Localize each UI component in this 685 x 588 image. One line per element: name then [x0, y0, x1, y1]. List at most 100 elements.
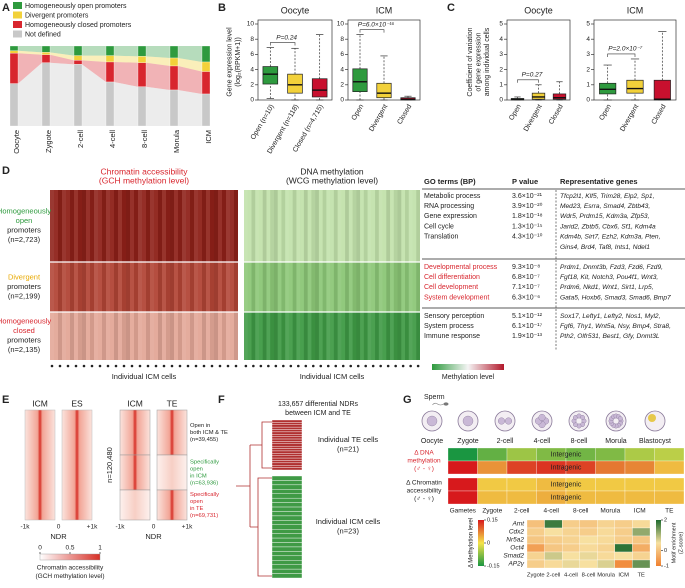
cell-dot	[349, 364, 353, 368]
row-title: accessibility	[407, 488, 442, 495]
box	[352, 68, 368, 92]
heatmap-column	[162, 312, 166, 360]
heatmap-column	[270, 312, 274, 360]
heatmap-column	[226, 262, 230, 312]
heatmap-cell	[632, 559, 651, 569]
heatmap-column	[150, 190, 154, 262]
heatmap-column	[333, 312, 338, 360]
heatmap-column	[341, 312, 346, 360]
row-label: Intergenic	[551, 451, 582, 458]
cell-dot	[274, 364, 278, 368]
column-header: ICM	[127, 398, 143, 408]
y-tick-label: 4	[340, 66, 344, 73]
heatmap-cell	[526, 551, 545, 561]
panel-label: C	[447, 2, 455, 14]
y-tick-label: 6	[250, 51, 254, 58]
heatmap-cell	[544, 519, 563, 529]
heatmap-column	[50, 262, 54, 312]
heatmap-section	[156, 454, 188, 491]
heatmap-column	[363, 262, 368, 312]
heatmap-column	[371, 312, 376, 360]
embryo-icon	[644, 410, 666, 432]
panel-label: E	[2, 394, 9, 406]
flow	[178, 66, 202, 94]
heatmap-column	[352, 312, 357, 360]
colorbar-tick-label: 0	[38, 545, 42, 552]
heatmap-column	[86, 190, 90, 262]
panel-label: G	[403, 394, 412, 406]
heatmap-column	[352, 262, 357, 312]
heatmap-cell	[561, 543, 580, 553]
column-label: TE	[665, 508, 674, 515]
heatmap-column	[296, 190, 301, 262]
cell-dot	[356, 364, 360, 368]
cell-row	[271, 511, 303, 517]
heatmap-column	[318, 312, 323, 360]
heatmap-column	[356, 190, 361, 262]
go-term: Cell differentiation	[424, 274, 480, 281]
heatmap-column	[170, 190, 174, 262]
bar-segment	[105, 45, 115, 56]
cell-dot	[58, 364, 62, 368]
heatmap-column	[390, 190, 394, 262]
cell-row	[271, 450, 303, 454]
heatmap-column	[190, 190, 194, 262]
heatmap-column	[70, 262, 74, 312]
heatmap-column	[288, 262, 293, 312]
blastomere	[426, 415, 438, 427]
heatmap-cell	[579, 551, 598, 561]
heatmap-column	[202, 312, 206, 360]
cell-dot	[296, 364, 300, 368]
bar-segment	[105, 81, 115, 127]
p-value: 5.1×10⁻¹²	[512, 313, 543, 320]
colorbar-tick-label: 2	[664, 517, 667, 523]
cell-dot	[194, 364, 198, 368]
p-value: 1.3×10⁻¹⁵	[512, 223, 543, 230]
cell-row	[271, 502, 303, 508]
heatmap-cell	[477, 477, 508, 492]
group-name: closed	[13, 326, 35, 335]
cell-row	[271, 529, 303, 534]
stage-label: 4-cell	[534, 438, 551, 445]
p-value: 4.3×10⁻¹⁰	[512, 233, 543, 241]
heatmap-block	[50, 312, 238, 360]
heatmap-column	[146, 190, 150, 262]
heatmap-column	[255, 190, 259, 262]
group-label: open	[190, 467, 203, 473]
significance-bracket	[517, 79, 539, 83]
cell-dot	[210, 364, 214, 368]
cell-row	[271, 429, 303, 433]
heatmap-column	[296, 262, 301, 312]
heatmap-cell	[654, 477, 685, 492]
heatmap-column	[98, 190, 102, 262]
panel-label: D	[2, 165, 10, 177]
heatmap-block	[50, 190, 238, 262]
heatmap-cell	[506, 447, 537, 462]
cell-row	[271, 520, 303, 525]
heatmap-column	[341, 190, 346, 262]
gene-list: Fgf18, Kit, Notch3, Pou4f1, Wnt3,	[560, 274, 658, 281]
heatmap-cell	[506, 490, 537, 505]
cell-dot	[267, 364, 270, 368]
heatmap-column	[118, 190, 122, 262]
box	[626, 79, 644, 94]
x-tick-label: 8-cell	[140, 130, 149, 148]
heatmap-column	[375, 262, 379, 312]
heatmap-column	[62, 190, 66, 262]
heatmap-cell	[579, 535, 598, 545]
column-label: TE	[638, 573, 646, 579]
column-label: 4-cell	[543, 508, 559, 515]
bar-segment	[41, 45, 51, 53]
bar-segment	[169, 57, 179, 67]
heatmap-column	[348, 312, 353, 360]
group-count: (n=2,135)	[8, 345, 41, 354]
heatmap-column	[247, 312, 252, 360]
p-value: 7.1×10⁻⁷	[512, 284, 540, 291]
column-header: ES	[71, 398, 83, 408]
y-tick-label: 8	[340, 36, 344, 43]
box	[552, 93, 567, 100]
colorbar-tick-label: -0.15	[487, 563, 500, 569]
row-title: (♂ - ♀)	[414, 496, 434, 503]
cell-row	[271, 542, 303, 548]
heatmap-column	[154, 262, 158, 312]
